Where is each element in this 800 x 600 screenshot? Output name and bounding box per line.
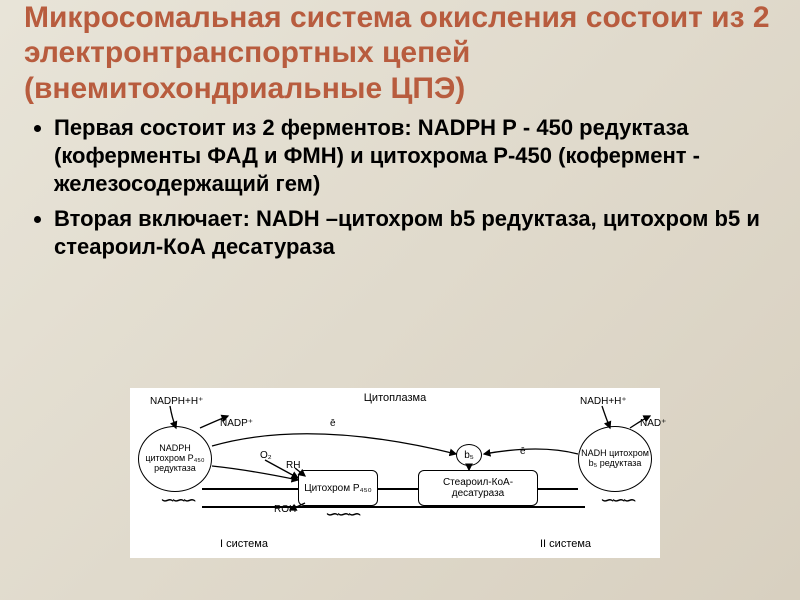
membrane-line (202, 506, 585, 508)
coil-icon: ∽∽∽ (325, 510, 358, 519)
electron-1-label: ē (330, 418, 336, 429)
nadph-in-label: NADPH+H⁺ (150, 396, 203, 407)
bullet-2: Вторая включает: NADH –цитохром b5 редук… (54, 205, 776, 261)
slide: Микросомальная система окисления состоит… (0, 0, 800, 600)
system-1-label: I система (220, 538, 268, 550)
nadh-in-label: NADH+H⁺ (580, 396, 627, 407)
diagram-top-label: Цитоплазма (364, 392, 426, 404)
membrane-line (538, 488, 578, 490)
electron-2-label: ē (520, 446, 526, 457)
diagram: Цитоплазма NADPH цитохром P₄₅₀ редуктаза… (130, 388, 660, 558)
b5-circle: b₅ (456, 444, 482, 466)
nadp-out-label: NADP⁺ (220, 418, 253, 429)
nadh-reductase-ellipse: NADH цитохром b₅ редуктаза (578, 426, 652, 492)
coil-icon: ∽∽∽ (600, 496, 633, 505)
membrane-line (202, 488, 298, 490)
coil-icon: ∽∽∽ (160, 496, 193, 505)
cytochrome-p450-box: Цитохром P₄₅₀ (298, 470, 378, 506)
system-2-label: II система (540, 538, 591, 550)
nad-out-label: NAD⁺ (640, 418, 666, 429)
nadph-reductase-ellipse: NADPH цитохром P₄₅₀ редуктаза (138, 426, 212, 492)
bullet-list: Первая состоит из 2 ферментов: NADPH Р -… (24, 114, 776, 261)
slide-title: Микросомальная система окисления состоит… (24, 0, 776, 106)
stearoyl-coa-box: Стеароил-КоА-десатураза (418, 470, 538, 506)
rh-label: RH (286, 460, 300, 471)
o2-label: O₂ (260, 450, 272, 461)
roh-label: ROH (274, 504, 296, 515)
bullet-1: Первая состоит из 2 ферментов: NADPH Р -… (54, 114, 776, 198)
membrane-line (378, 488, 418, 490)
